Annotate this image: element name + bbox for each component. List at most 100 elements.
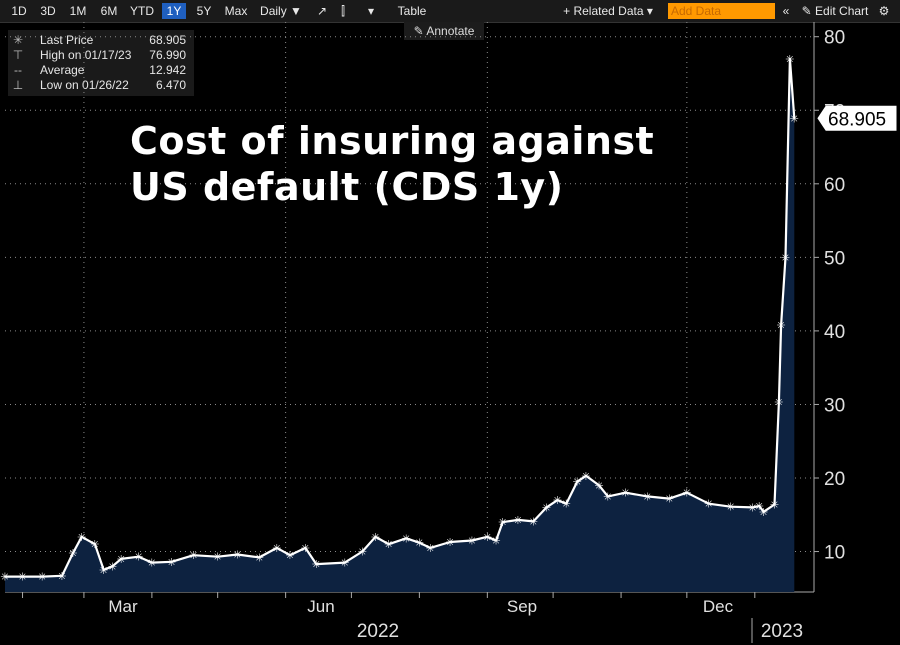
y-tick-label: 70 xyxy=(824,101,845,122)
data-point: ✳ xyxy=(643,491,652,503)
period-ytd-button[interactable]: YTD xyxy=(130,4,154,18)
data-point: ✳ xyxy=(108,561,117,573)
x-tick-label: Mar xyxy=(108,597,138,616)
period-1d-button[interactable]: 1D xyxy=(11,4,27,18)
data-point: ✳ xyxy=(57,571,66,583)
period-1y-button[interactable]: 1Y xyxy=(162,3,186,19)
data-point: ✳ xyxy=(233,549,242,561)
table-button[interactable]: Table xyxy=(397,4,427,18)
legend-label: High on 01/17/23 xyxy=(40,48,132,62)
data-point: ✳ xyxy=(748,502,757,514)
gear-icon[interactable]: ⚙ xyxy=(878,4,890,18)
data-point: ✳ xyxy=(77,532,86,544)
related-data-button[interactable]: + Related Data ▾ xyxy=(563,4,653,18)
data-point: ✳ xyxy=(384,539,393,551)
data-point: ✳ xyxy=(573,477,582,489)
data-point: ✳ xyxy=(415,538,424,550)
period-3d-button[interactable]: 3D xyxy=(40,4,56,18)
data-point: ✳ xyxy=(553,495,562,507)
data-point: ✳ xyxy=(340,558,349,570)
add-data-input[interactable]: Add Data xyxy=(668,3,775,19)
data-point: ✳ xyxy=(621,488,630,500)
data-point: ✳ xyxy=(189,550,198,562)
x-year-label: 2022 xyxy=(357,621,399,642)
data-point: ✳ xyxy=(785,54,794,66)
data-point: ✳ xyxy=(358,547,367,559)
data-point: ✳ xyxy=(774,397,783,409)
data-point: ✳ xyxy=(777,320,786,332)
data-point: ✳ xyxy=(0,572,9,584)
data-point: ✳ xyxy=(529,516,538,528)
legend-row: -- Average 12.942 xyxy=(12,63,190,78)
data-point: ✳ xyxy=(426,543,435,555)
y-tick-label: 80 xyxy=(824,28,845,49)
data-point: ✳ xyxy=(498,517,507,529)
data-point: ✳ xyxy=(147,558,156,570)
last-value-tag xyxy=(817,105,897,131)
data-point: ✳ xyxy=(285,550,294,562)
y-tick-label: 40 xyxy=(824,322,845,343)
data-point: ✳ xyxy=(38,572,47,584)
chart-title-line-1: Cost of insuring against xyxy=(130,119,655,163)
data-point: ✳ xyxy=(255,552,264,564)
legend-label: Average xyxy=(40,63,85,77)
data-point: ✳ xyxy=(755,501,764,513)
data-point: ✳ xyxy=(18,572,27,584)
data-point: ✳ xyxy=(513,515,522,527)
period-1m-button[interactable]: 1M xyxy=(69,4,87,18)
y-tick-label: 50 xyxy=(824,248,845,269)
data-point: ✳ xyxy=(312,559,321,571)
x-tick-label: Sep xyxy=(507,597,537,616)
edit-chart-button[interactable]: ✎ Edit Chart xyxy=(801,4,869,18)
data-point: ✳ xyxy=(117,554,126,566)
period-5y-button[interactable]: 5Y xyxy=(196,4,212,18)
data-point: ✳ xyxy=(213,552,222,564)
data-point: ✳ xyxy=(402,533,411,545)
last-value-label: 68.905 xyxy=(828,109,886,130)
data-point: ✳ xyxy=(483,532,492,544)
data-point: ✳ xyxy=(759,507,768,519)
legend-marker-icon: ⊤ xyxy=(12,48,24,62)
legend-row: ✳ Last Price 68.905 xyxy=(12,33,190,48)
legend-label: Low on 01/26/22 xyxy=(40,78,129,92)
data-point: ✳ xyxy=(445,537,454,549)
frequency-dropdown[interactable]: Daily ▼ xyxy=(260,4,302,18)
data-point: ✳ xyxy=(682,488,691,500)
chart-options-dropdown-icon[interactable]: ▾ xyxy=(367,4,375,18)
data-point: ✳ xyxy=(99,565,108,577)
bar-type-icon[interactable]: ⫿ xyxy=(341,4,345,18)
data-point: ✳ xyxy=(542,502,551,514)
annotate-button[interactable]: ✎ Annotate xyxy=(404,22,484,40)
legend-label: Last Price xyxy=(40,33,94,47)
data-point: ✳ xyxy=(90,539,99,551)
collapse-icon[interactable]: « xyxy=(782,4,790,18)
x-tick-label: Jun xyxy=(307,597,334,616)
data-point: ✳ xyxy=(704,499,713,511)
chart-toolbar: 1D 3D 1M 6M YTD 1Y 5Y Max Daily ▼ ↗ ⫿ ▾ Table + Relat… xyxy=(0,0,900,23)
x-year-label: 2023 xyxy=(761,621,803,642)
legend-value: 6.470 xyxy=(155,78,186,92)
data-point: ✳ xyxy=(603,491,612,503)
legend-marker-icon: ⊥ xyxy=(12,78,24,92)
y-tick-label: 20 xyxy=(824,469,845,490)
period-max-button[interactable]: Max xyxy=(224,4,248,18)
data-point: ✳ xyxy=(467,536,476,548)
data-point: ✳ xyxy=(272,543,281,555)
chart-title-line-2: US default (CDS 1y) xyxy=(130,165,564,209)
legend-row: ⊤ High on 01/17/23 76.990 xyxy=(12,48,190,63)
y-tick-label: 60 xyxy=(824,175,845,196)
data-point: ✳ xyxy=(595,480,604,492)
line-chart-icon[interactable]: ↗ xyxy=(316,4,328,18)
y-tick-label: 10 xyxy=(824,543,845,564)
chart-title: Cost of insuring against US default (CDS… xyxy=(130,118,654,210)
data-point: ✳ xyxy=(371,532,380,544)
data-point: ✳ xyxy=(726,502,735,514)
legend-marker-icon: ✳ xyxy=(12,33,24,47)
data-point: ✳ xyxy=(581,471,590,483)
legend-row: ⊥ Low on 01/26/22 6.470 xyxy=(12,78,190,93)
data-point: ✳ xyxy=(562,499,571,511)
period-6m-button[interactable]: 6M xyxy=(100,4,118,18)
data-point: ✳ xyxy=(790,113,799,125)
legend-value: 12.942 xyxy=(149,63,186,77)
data-point: ✳ xyxy=(301,543,310,555)
